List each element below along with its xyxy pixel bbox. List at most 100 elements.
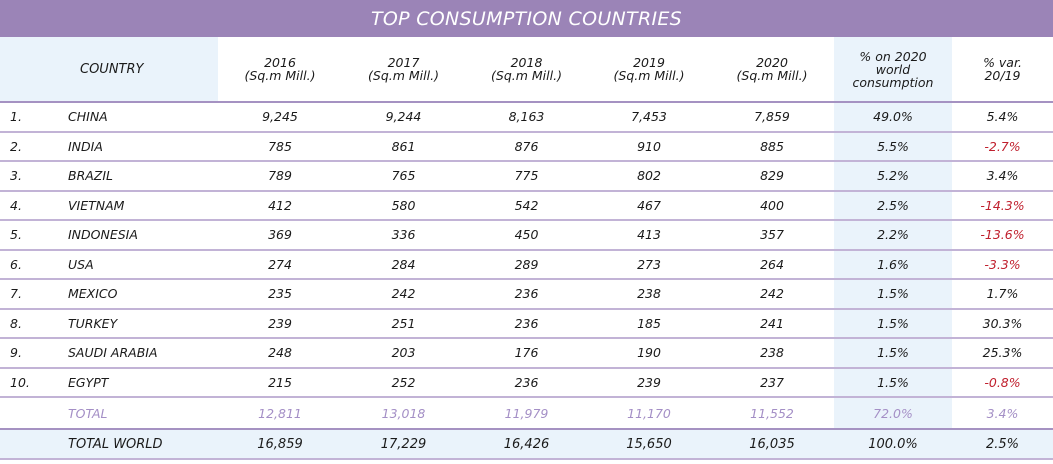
value-cell: 765 bbox=[342, 161, 465, 192]
rank-header bbox=[0, 37, 60, 103]
value-cell: 239 bbox=[588, 367, 710, 398]
empty-cell bbox=[0, 397, 60, 430]
country-cell: SAUDI ARABIA bbox=[60, 338, 218, 369]
table-row: 10. EGYPT 215 252 236 239 237 1.5% -0.8% bbox=[0, 367, 1053, 398]
total-label: TOTAL bbox=[60, 397, 218, 430]
value-cell: 16,035 bbox=[710, 429, 834, 460]
value-cell: 910 bbox=[588, 131, 710, 162]
consumption-table: COUNTRY 2016 (Sq.m Mill.) 2017 (Sq.m Mill.… bbox=[0, 37, 1053, 460]
pct-world-cell: 5.2% bbox=[834, 161, 952, 192]
country-cell: CHINA bbox=[60, 102, 218, 133]
value-cell: 775 bbox=[465, 161, 588, 192]
table-title: TOP CONSUMPTION COUNTRIES bbox=[0, 0, 1053, 37]
pct-world-cell: 1.5% bbox=[834, 308, 952, 339]
value-cell: 15,650 bbox=[588, 429, 710, 460]
pct-world-cell: 2.2% bbox=[834, 220, 952, 251]
country-cell: EGYPT bbox=[60, 367, 218, 398]
var-cell: 30.3% bbox=[952, 308, 1053, 339]
value-cell: 413 bbox=[588, 220, 710, 251]
header-row: COUNTRY 2016 (Sq.m Mill.) 2017 (Sq.m Mill.… bbox=[0, 37, 1053, 103]
header-pct-world: % on 2020 world consumption bbox=[834, 37, 952, 103]
header-2020: 2020 (Sq.m Mill.) bbox=[710, 37, 834, 103]
table-row: 1. CHINA 9,245 9,244 8,163 7,453 7,859 49.0% 5.4… bbox=[0, 102, 1053, 133]
country-cell: BRAZIL bbox=[60, 161, 218, 192]
country-cell: TURKEY bbox=[60, 308, 218, 339]
value-cell: 238 bbox=[710, 338, 834, 369]
value-cell: 450 bbox=[465, 220, 588, 251]
rank-cell: 7. bbox=[0, 279, 60, 310]
country-cell: VIETNAM bbox=[60, 190, 218, 221]
value-cell: 264 bbox=[710, 249, 834, 280]
total-label: TOTAL WORLD bbox=[60, 429, 218, 460]
var-cell: 3.4% bbox=[952, 397, 1053, 430]
header-unit: (Sq.m Mill.) bbox=[491, 68, 562, 83]
var-cell: 3.4% bbox=[952, 161, 1053, 192]
value-cell: 273 bbox=[588, 249, 710, 280]
value-cell: 9,245 bbox=[218, 102, 342, 133]
value-cell: 11,552 bbox=[710, 397, 834, 430]
country-cell: MEXICO bbox=[60, 279, 218, 310]
table-row: 2. INDIA 785 861 876 910 885 5.5% -2.7% bbox=[0, 131, 1053, 162]
country-cell: INDONESIA bbox=[60, 220, 218, 251]
header-year: 2020 bbox=[756, 55, 788, 70]
value-cell: 13,018 bbox=[342, 397, 465, 430]
header-year: 2016 bbox=[264, 55, 296, 70]
pct-world-cell: 49.0% bbox=[834, 102, 952, 133]
var-cell: -14.3% bbox=[952, 190, 1053, 221]
value-cell: 357 bbox=[710, 220, 834, 251]
var-cell: -2.7% bbox=[952, 131, 1053, 162]
value-cell: 369 bbox=[218, 220, 342, 251]
value-cell: 876 bbox=[465, 131, 588, 162]
value-cell: 16,426 bbox=[465, 429, 588, 460]
value-cell: 235 bbox=[218, 279, 342, 310]
var-cell: 25.3% bbox=[952, 338, 1053, 369]
value-cell: 284 bbox=[342, 249, 465, 280]
header-2017: 2017 (Sq.m Mill.) bbox=[342, 37, 465, 103]
value-cell: 9,244 bbox=[342, 102, 465, 133]
header-unit: (Sq.m Mill.) bbox=[368, 68, 439, 83]
rank-cell: 8. bbox=[0, 308, 60, 339]
empty-cell bbox=[0, 429, 60, 460]
total-world-row: TOTAL WORLD 16,859 17,229 16,426 15,650 16,03… bbox=[0, 429, 1053, 460]
value-cell: 248 bbox=[218, 338, 342, 369]
var-cell: 2.5% bbox=[952, 429, 1053, 460]
value-cell: 829 bbox=[710, 161, 834, 192]
value-cell: 252 bbox=[342, 367, 465, 398]
table-row: 8. TURKEY 239 251 236 185 241 1.5% 30.3% bbox=[0, 308, 1053, 339]
value-cell: 242 bbox=[342, 279, 465, 310]
value-cell: 251 bbox=[342, 308, 465, 339]
var-cell: 1.7% bbox=[952, 279, 1053, 310]
value-cell: 7,859 bbox=[710, 102, 834, 133]
value-cell: 400 bbox=[710, 190, 834, 221]
table-row: 7. MEXICO 235 242 236 238 242 1.5% 1.7% bbox=[0, 279, 1053, 310]
value-cell: 8,163 bbox=[465, 102, 588, 133]
header-line: consumption bbox=[852, 74, 934, 90]
header-var: % var. 20/19 bbox=[952, 37, 1053, 103]
value-cell: 785 bbox=[218, 131, 342, 162]
value-cell: 12,811 bbox=[218, 397, 342, 430]
value-cell: 11,170 bbox=[588, 397, 710, 430]
value-cell: 215 bbox=[218, 367, 342, 398]
header-line: world bbox=[875, 61, 911, 77]
value-cell: 11,979 bbox=[465, 397, 588, 430]
table-row: 9. SAUDI ARABIA 248 203 176 190 238 1.5% 25.3% bbox=[0, 338, 1053, 369]
value-cell: 190 bbox=[588, 338, 710, 369]
header-2018: 2018 (Sq.m Mill.) bbox=[465, 37, 588, 103]
country-cell: USA bbox=[60, 249, 218, 280]
value-cell: 236 bbox=[465, 279, 588, 310]
country-cell: INDIA bbox=[60, 131, 218, 162]
header-line: % on 2020 bbox=[859, 48, 927, 64]
country-header: COUNTRY bbox=[60, 37, 218, 103]
value-cell: 580 bbox=[342, 190, 465, 221]
value-cell: 7,453 bbox=[588, 102, 710, 133]
rank-cell: 3. bbox=[0, 161, 60, 192]
rank-cell: 5. bbox=[0, 220, 60, 251]
header-line: 20/19 bbox=[984, 68, 1021, 83]
header-unit: (Sq.m Mill.) bbox=[613, 68, 685, 83]
var-cell: -13.6% bbox=[952, 220, 1053, 251]
pct-world-cell: 1.5% bbox=[834, 338, 952, 369]
header-year: 2018 bbox=[510, 55, 543, 70]
table-row: 4. VIETNAM 412 580 542 467 400 2.5% -14.3% bbox=[0, 190, 1053, 221]
value-cell: 185 bbox=[588, 308, 710, 339]
header-unit: (Sq.m Mill.) bbox=[244, 68, 316, 83]
